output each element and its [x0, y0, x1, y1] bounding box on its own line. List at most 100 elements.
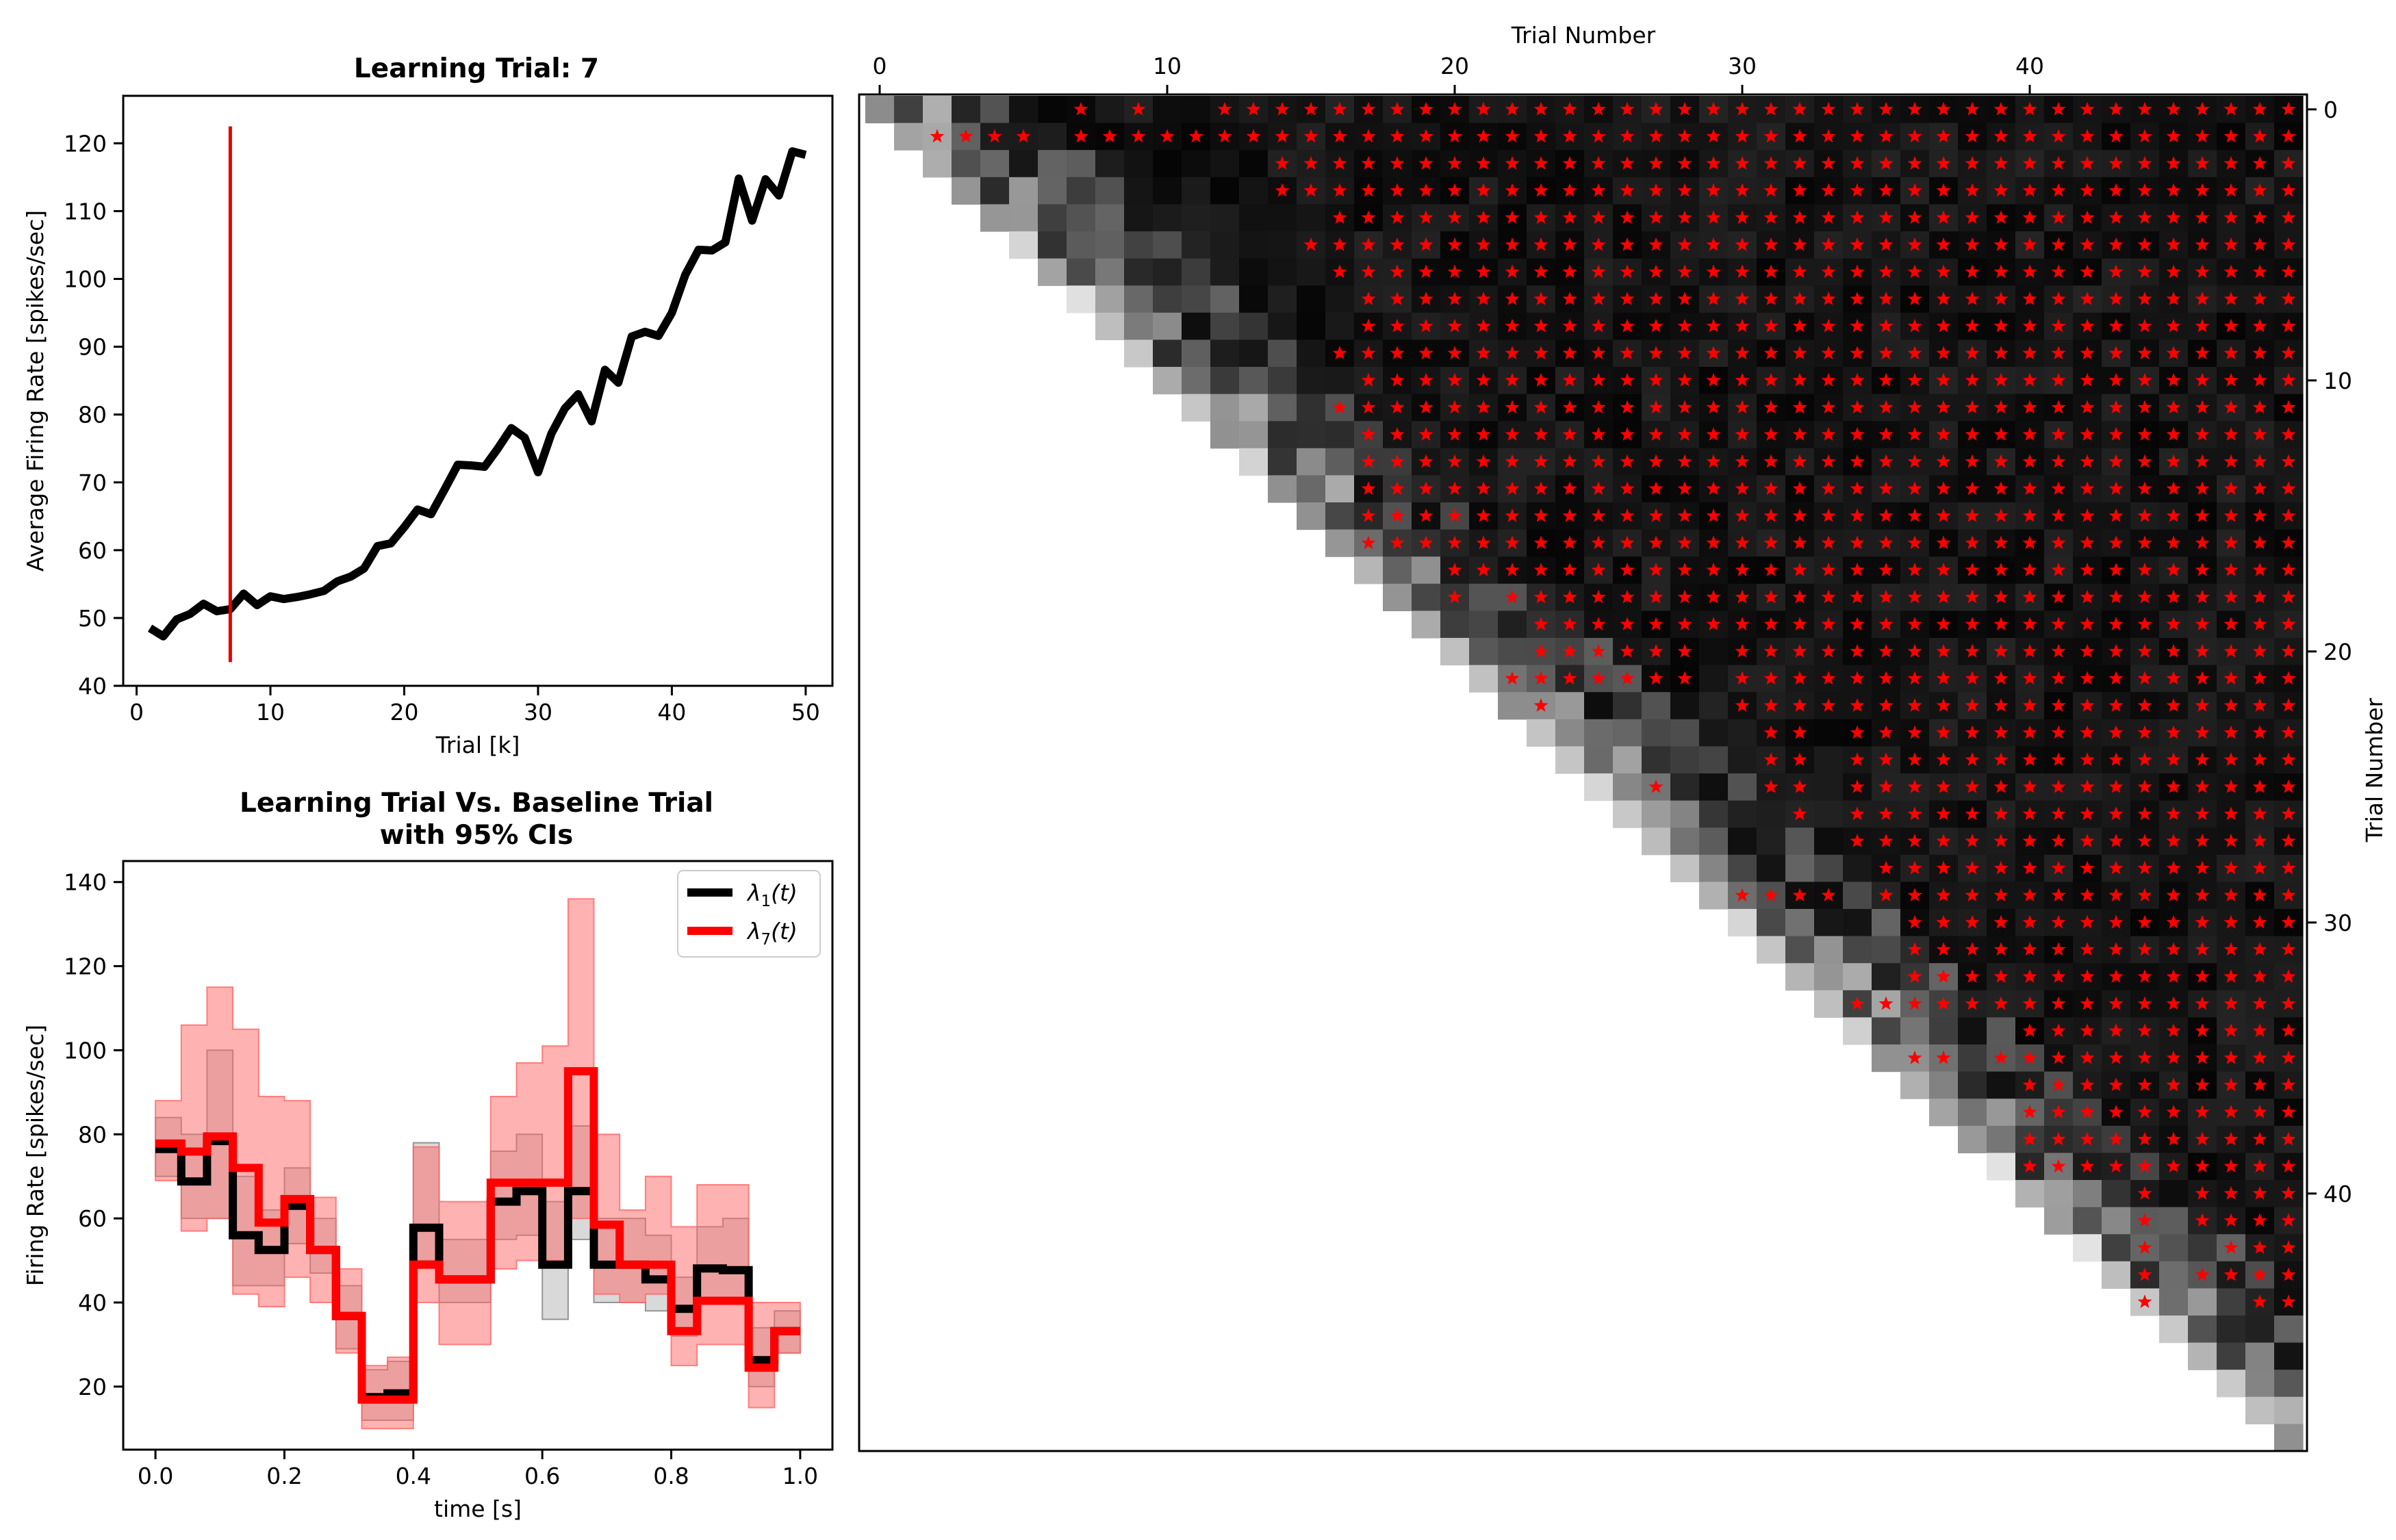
matrix-cell [1239, 177, 1269, 205]
significance-star [2223, 1077, 2239, 1092]
significance-star [1505, 671, 1520, 685]
significance-star [2108, 942, 2124, 956]
significance-star [2252, 237, 2267, 251]
significance-star [2223, 454, 2239, 468]
significance-star [1533, 156, 1549, 170]
significance-star [1792, 318, 1807, 333]
significance-star [1878, 237, 1894, 251]
avg-rate-ticks: 0 10 20 30 40 50 40 50 60 70 80 90 100 110 120 [64, 130, 820, 726]
significance-star [1792, 129, 1807, 143]
significance-star [1878, 156, 1894, 170]
significance-star [1850, 671, 1865, 685]
significance-star [1792, 156, 1807, 170]
significance-star [1620, 535, 1635, 550]
significance-star [1965, 508, 1980, 522]
matrix-cell [1210, 312, 1240, 340]
significance-star [2281, 698, 2296, 712]
significance-star [2195, 156, 2210, 170]
significance-star [2108, 1159, 2124, 1173]
significance-star [2108, 372, 2124, 387]
significance-star [2108, 535, 2124, 550]
significance-star [1850, 996, 1865, 1010]
matrix-cell [1268, 204, 1297, 232]
significance-star [1562, 617, 1577, 631]
significance-star [1965, 292, 1980, 305]
matrix-cell [1009, 177, 1038, 205]
matrix-cells [865, 96, 2304, 1452]
matrix-cell [2044, 1207, 2074, 1235]
significance-star [1965, 589, 1980, 604]
matrix-cell [2217, 1370, 2246, 1398]
rate-ci-frame [122, 860, 834, 1451]
significance-star [1850, 183, 1865, 197]
significance-star [2166, 292, 2181, 305]
significance-star [2051, 346, 2066, 360]
significance-star [1792, 264, 1807, 279]
significance-star [2137, 942, 2152, 956]
significance-star [2137, 1159, 2152, 1173]
significance-star [1792, 752, 1807, 767]
significance-star [2166, 183, 2181, 197]
significance-star [1735, 671, 1750, 685]
significance-star [1390, 292, 1405, 305]
significance-star [2080, 427, 2095, 441]
significance-star [2195, 752, 2210, 767]
significance-star [1505, 237, 1520, 251]
matrix-cell [1785, 936, 1815, 964]
significance-star [1591, 237, 1606, 251]
matrix-cell [1699, 882, 1729, 910]
significance-star [1476, 481, 1491, 496]
significance-star [1763, 671, 1779, 685]
significance-star [1361, 292, 1376, 305]
matrix-cell [2159, 1261, 2189, 1289]
matrix-cell [1814, 746, 1844, 774]
significance-star [1821, 535, 1836, 550]
significance-star [2108, 725, 2124, 739]
significance-star [1505, 129, 1520, 143]
significance-star [1390, 427, 1405, 441]
significance-star [2195, 346, 2210, 360]
significance-star [1735, 454, 1750, 468]
significance-star [987, 129, 1002, 143]
matrix-cell [1009, 231, 1038, 259]
matrix-cell [1929, 1071, 1959, 1099]
matrix-cell [1469, 638, 1499, 666]
significance-star [1505, 210, 1520, 224]
significance-star [2108, 1105, 2124, 1118]
significance-star [1533, 372, 1549, 387]
significance-star [2137, 996, 2152, 1010]
significance-star [2108, 210, 2124, 224]
significance-star [2166, 752, 2181, 767]
significance-star [1965, 617, 1980, 631]
significance-star [1907, 806, 1922, 821]
significance-star [2080, 860, 2095, 875]
matrix-cell [1325, 367, 1355, 395]
avg-rate-title: Learning Trial: 7 [354, 53, 599, 84]
significance-star [1850, 372, 1865, 387]
significance-star [1936, 292, 1951, 305]
significance-star [1562, 264, 1577, 279]
significance-star [1907, 318, 1922, 333]
matrix-cell [1095, 258, 1125, 286]
significance-star [2080, 237, 2095, 251]
matrix-cell [2274, 1424, 2304, 1452]
matrix-cell [1067, 204, 1096, 232]
significance-star [1505, 535, 1520, 550]
matrix-cell [1182, 312, 1211, 340]
significance-star [1850, 563, 1865, 576]
significance-star [2166, 834, 2181, 847]
matrix-cell [1843, 882, 1872, 910]
significance-star [2051, 834, 2066, 847]
significance-star [1965, 698, 1980, 712]
significance-star [2051, 942, 2066, 956]
significance-star [2108, 454, 2124, 468]
significance-star [2080, 1023, 2095, 1038]
significance-star [2281, 617, 2296, 631]
matrix-cell [1670, 719, 1700, 747]
significance-star [2166, 563, 2181, 576]
significance-star [1907, 508, 1922, 522]
matrix-cell [1728, 773, 1757, 801]
avg-rate-ylabel: Average Firing Rate [spikes/sec] [22, 210, 49, 572]
significance-star [2252, 1023, 2267, 1038]
significance-star [1418, 481, 1433, 496]
